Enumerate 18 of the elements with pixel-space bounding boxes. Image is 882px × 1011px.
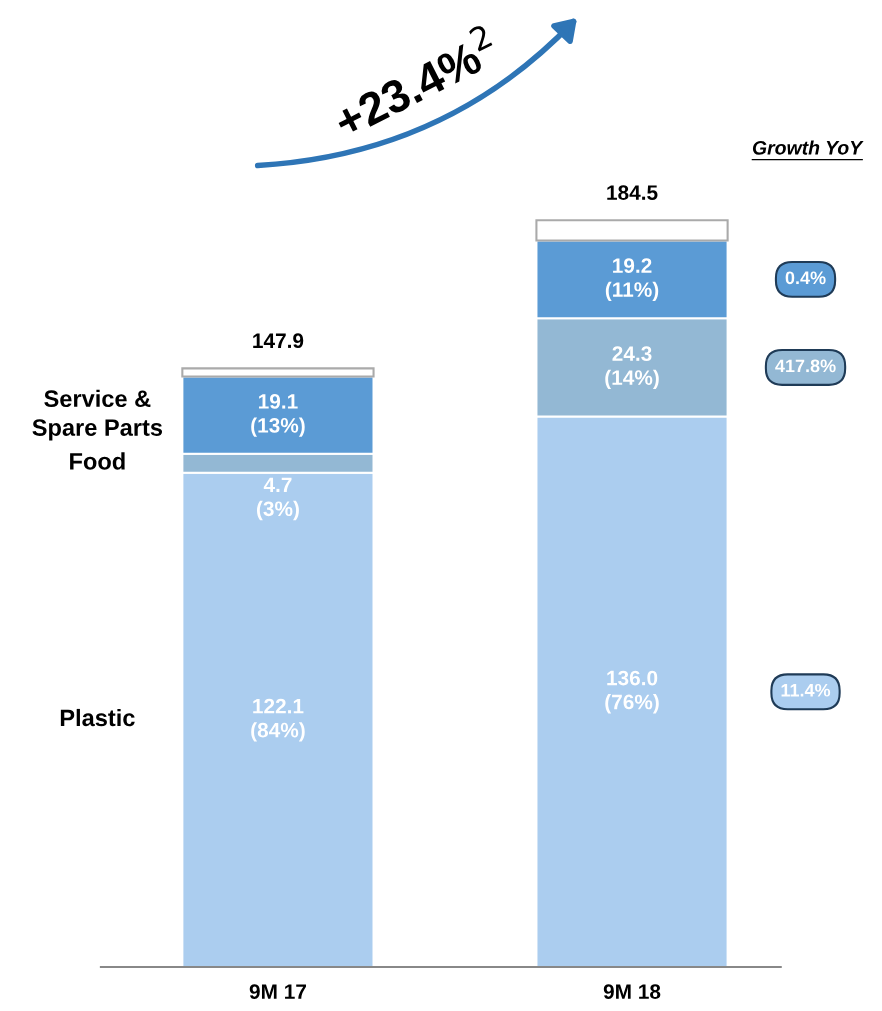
series-label: Service & Spare Parts [32, 389, 163, 441]
text: Growth YoY [752, 140, 864, 155]
data-label: 19.1 (13%) [251, 394, 305, 437]
data-label: 136.0 (76%) [605, 670, 659, 714]
annotation: 417.8% [775, 359, 836, 373]
x-tick-label: 9M 17 [249, 984, 306, 999]
data-label: 19.2 (11%) [605, 258, 659, 302]
x-tick-label: 9M 18 [603, 984, 661, 999]
text: Plastic [60, 708, 135, 727]
data-label: 122.1 (84%) [251, 698, 305, 742]
total-label: 147.9 [253, 333, 304, 349]
data-label: 24.3 (14%) [605, 346, 659, 390]
data-label: 4.7 (3%) [256, 477, 299, 521]
text: +23.4%$^{2}$ [327, 23, 501, 140]
total-label: 184.5 [607, 185, 658, 200]
text: Food [70, 452, 125, 470]
text: 11.4% [781, 683, 831, 697]
text: 0.4% [785, 271, 826, 285]
